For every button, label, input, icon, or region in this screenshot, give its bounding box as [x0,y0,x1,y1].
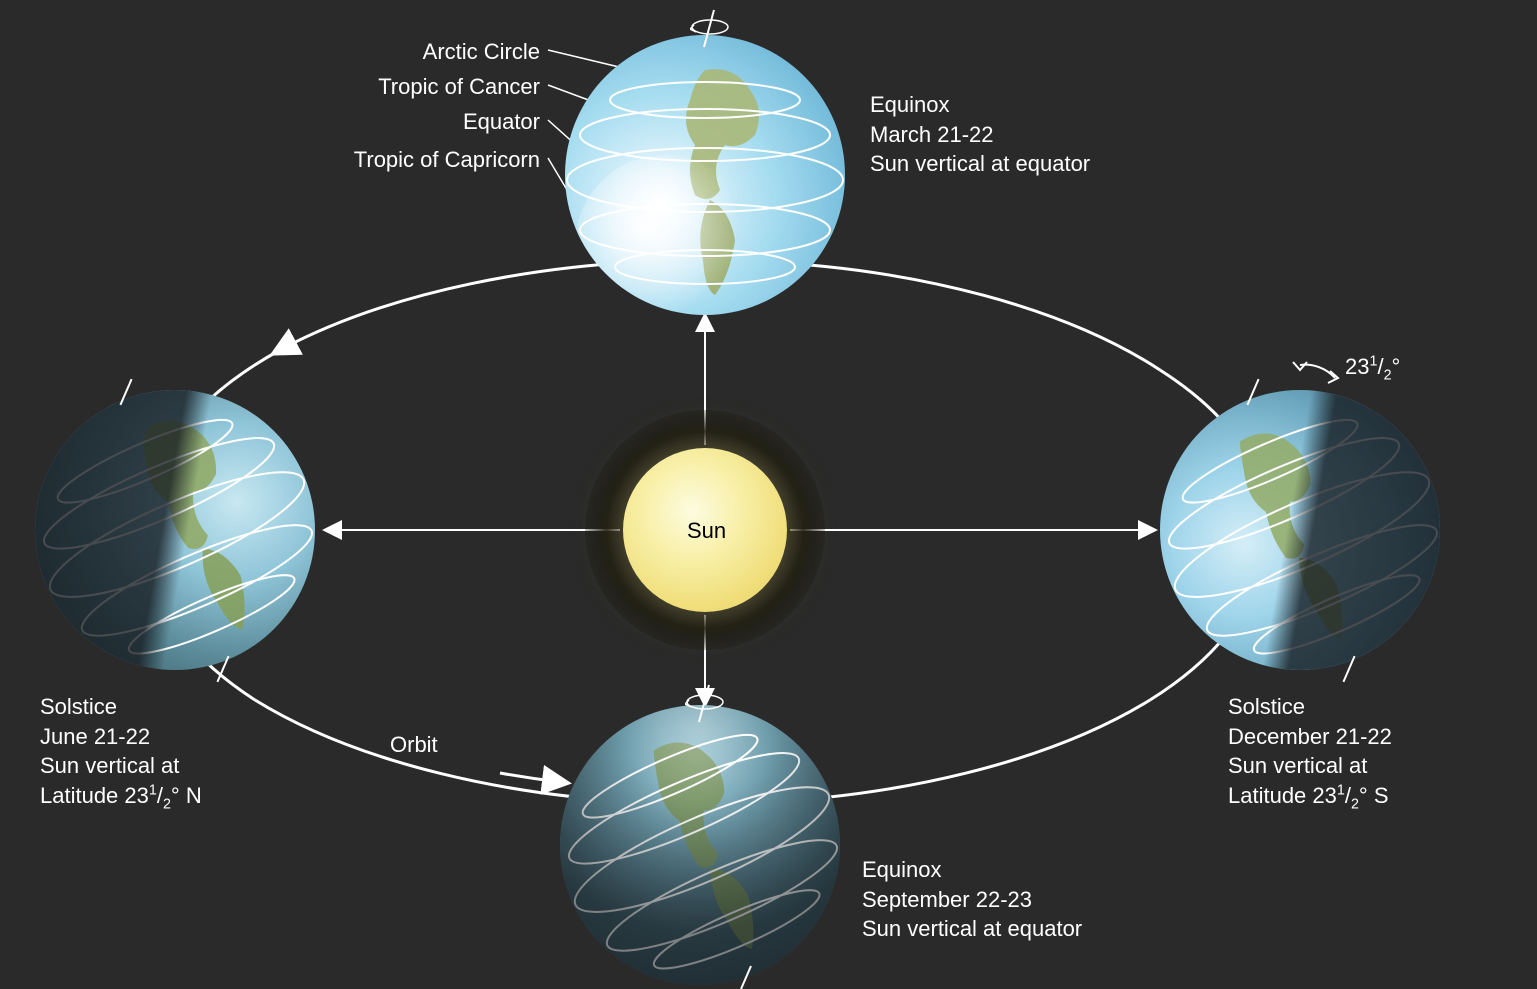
sept-title: Equinox September 22-23 Sun vertical at … [862,855,1082,944]
globe-march-equinox [565,35,845,315]
rotation-icon-top [690,5,750,55]
sun-label: Sun [687,518,726,544]
globe-sept-equinox [560,705,840,985]
june-l4: Latitude 231/2° N [40,783,202,808]
dec-l1: Solstice [1228,694,1305,719]
march-l2: March 21-22 [870,122,994,147]
dec-l2: December 21-22 [1228,724,1392,749]
dec-title: Solstice December 21-22 Sun vertical at … [1228,692,1392,815]
tilt-label: 231/2° [1345,352,1400,386]
orbit-label: Orbit [390,732,438,758]
lat-label-arctic: Arctic Circle [340,37,540,67]
sept-l2: September 22-23 [862,887,1032,912]
march-l3: Sun vertical at equator [870,151,1090,176]
sept-l1: Equinox [862,857,942,882]
lat-label-equator: Equator [340,107,540,137]
globe-dec-solstice [1160,390,1440,670]
lat-label-cancer: Tropic of Cancer [340,72,540,102]
june-l1: Solstice [40,694,117,719]
globe-june-solstice [35,390,315,670]
dec-l3: Sun vertical at [1228,753,1367,778]
rotation-icon-bottom [685,680,745,730]
dec-l4: Latitude 231/2° S [1228,783,1389,808]
diagram-stage: Sun Orbit [0,0,1537,967]
june-title: Solstice June 21-22 Sun vertical at Lati… [40,692,202,815]
march-l1: Equinox [870,92,950,117]
sept-l3: Sun vertical at equator [862,916,1082,941]
march-title: Equinox March 21-22 Sun vertical at equa… [870,90,1090,179]
lat-label-capricorn: Tropic of Capricorn [340,145,540,175]
june-l3: Sun vertical at [40,753,179,778]
june-l2: June 21-22 [40,724,150,749]
